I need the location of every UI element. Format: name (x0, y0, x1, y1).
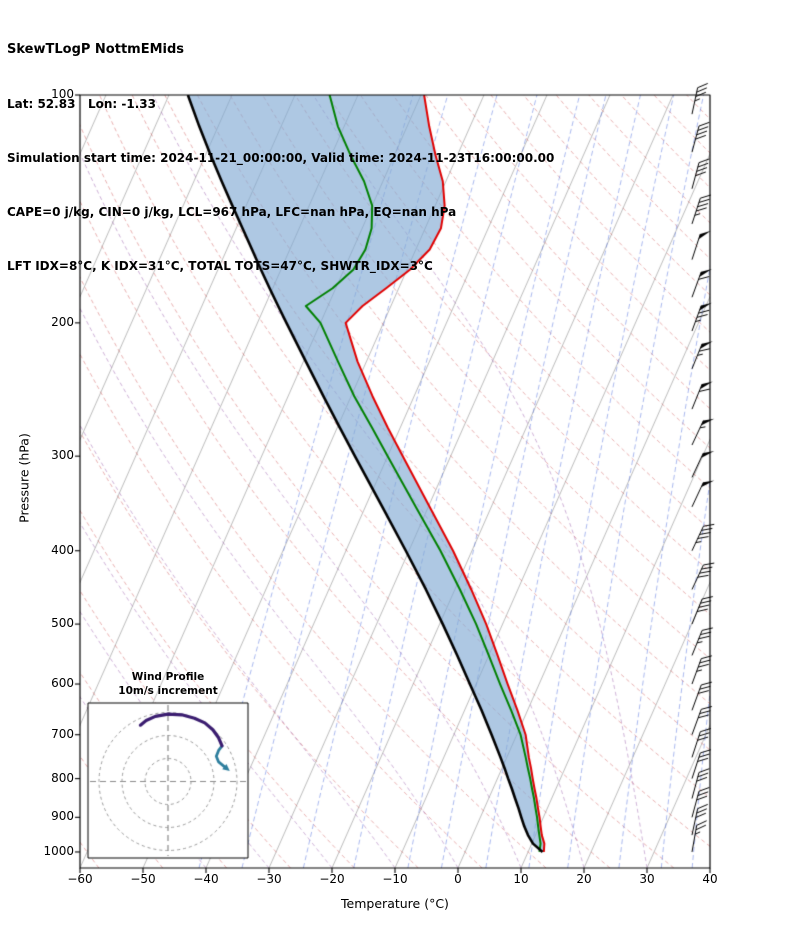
y-tick-label-900: 900 (51, 809, 74, 824)
y-tick-label-600: 600 (51, 676, 74, 691)
y-tick-label-700: 700 (51, 726, 74, 741)
y-tick-label-400: 400 (51, 542, 74, 557)
header-location: Lat: 52.83 Lon: -1.33 (7, 97, 156, 111)
x-tick-label-30: 30 (639, 872, 655, 886)
y-tick-label-100: 100 (51, 87, 74, 101)
header-indices-1: CAPE=0 j/kg, CIN=0 j/kg, LCL=967 hPa, LF… (7, 205, 457, 219)
x-tick-label-20: 20 (576, 872, 592, 886)
hodograph-title: Wind Profile (131, 671, 205, 683)
hodograph-subtitle: 10m/s increment (118, 685, 218, 697)
x-tick-label--20: −20 (319, 872, 345, 886)
y-tick-label-200: 200 (51, 314, 74, 329)
x-tick-label--50: −50 (130, 872, 156, 886)
header-indices-2: LFT IDX=8°C, K IDX=31°C, TOTAL TOTS=47°C… (7, 259, 433, 273)
x-tick-label-0: 0 (454, 872, 462, 886)
x-axis-label: Temperature (°C) (341, 896, 449, 911)
x-tick-label-40: 40 (702, 872, 718, 886)
y-axis-label: Pressure (hPa) (16, 433, 32, 523)
y-tick-label-1000: 1000 (43, 843, 74, 858)
x-tick-label--60: −60 (67, 872, 93, 886)
page-title: SkewTLogP NottmEMids (7, 42, 185, 57)
y-tick-label-500: 500 (51, 616, 74, 631)
y-tick-label-800: 800 (51, 770, 74, 785)
x-tick-label--40: −40 (193, 872, 219, 886)
x-tick-label--30: −30 (256, 872, 282, 886)
header-times: Simulation start time: 2024-11-21_00:00:… (7, 151, 555, 165)
y-tick-label-300: 300 (51, 448, 74, 463)
header-block: SkewTLogP NottmEMids Lat: 52.83 Lon: -1.… (7, 4, 554, 312)
x-tick-label-10: 10 (513, 872, 529, 886)
x-tick-label--10: −10 (382, 872, 408, 886)
